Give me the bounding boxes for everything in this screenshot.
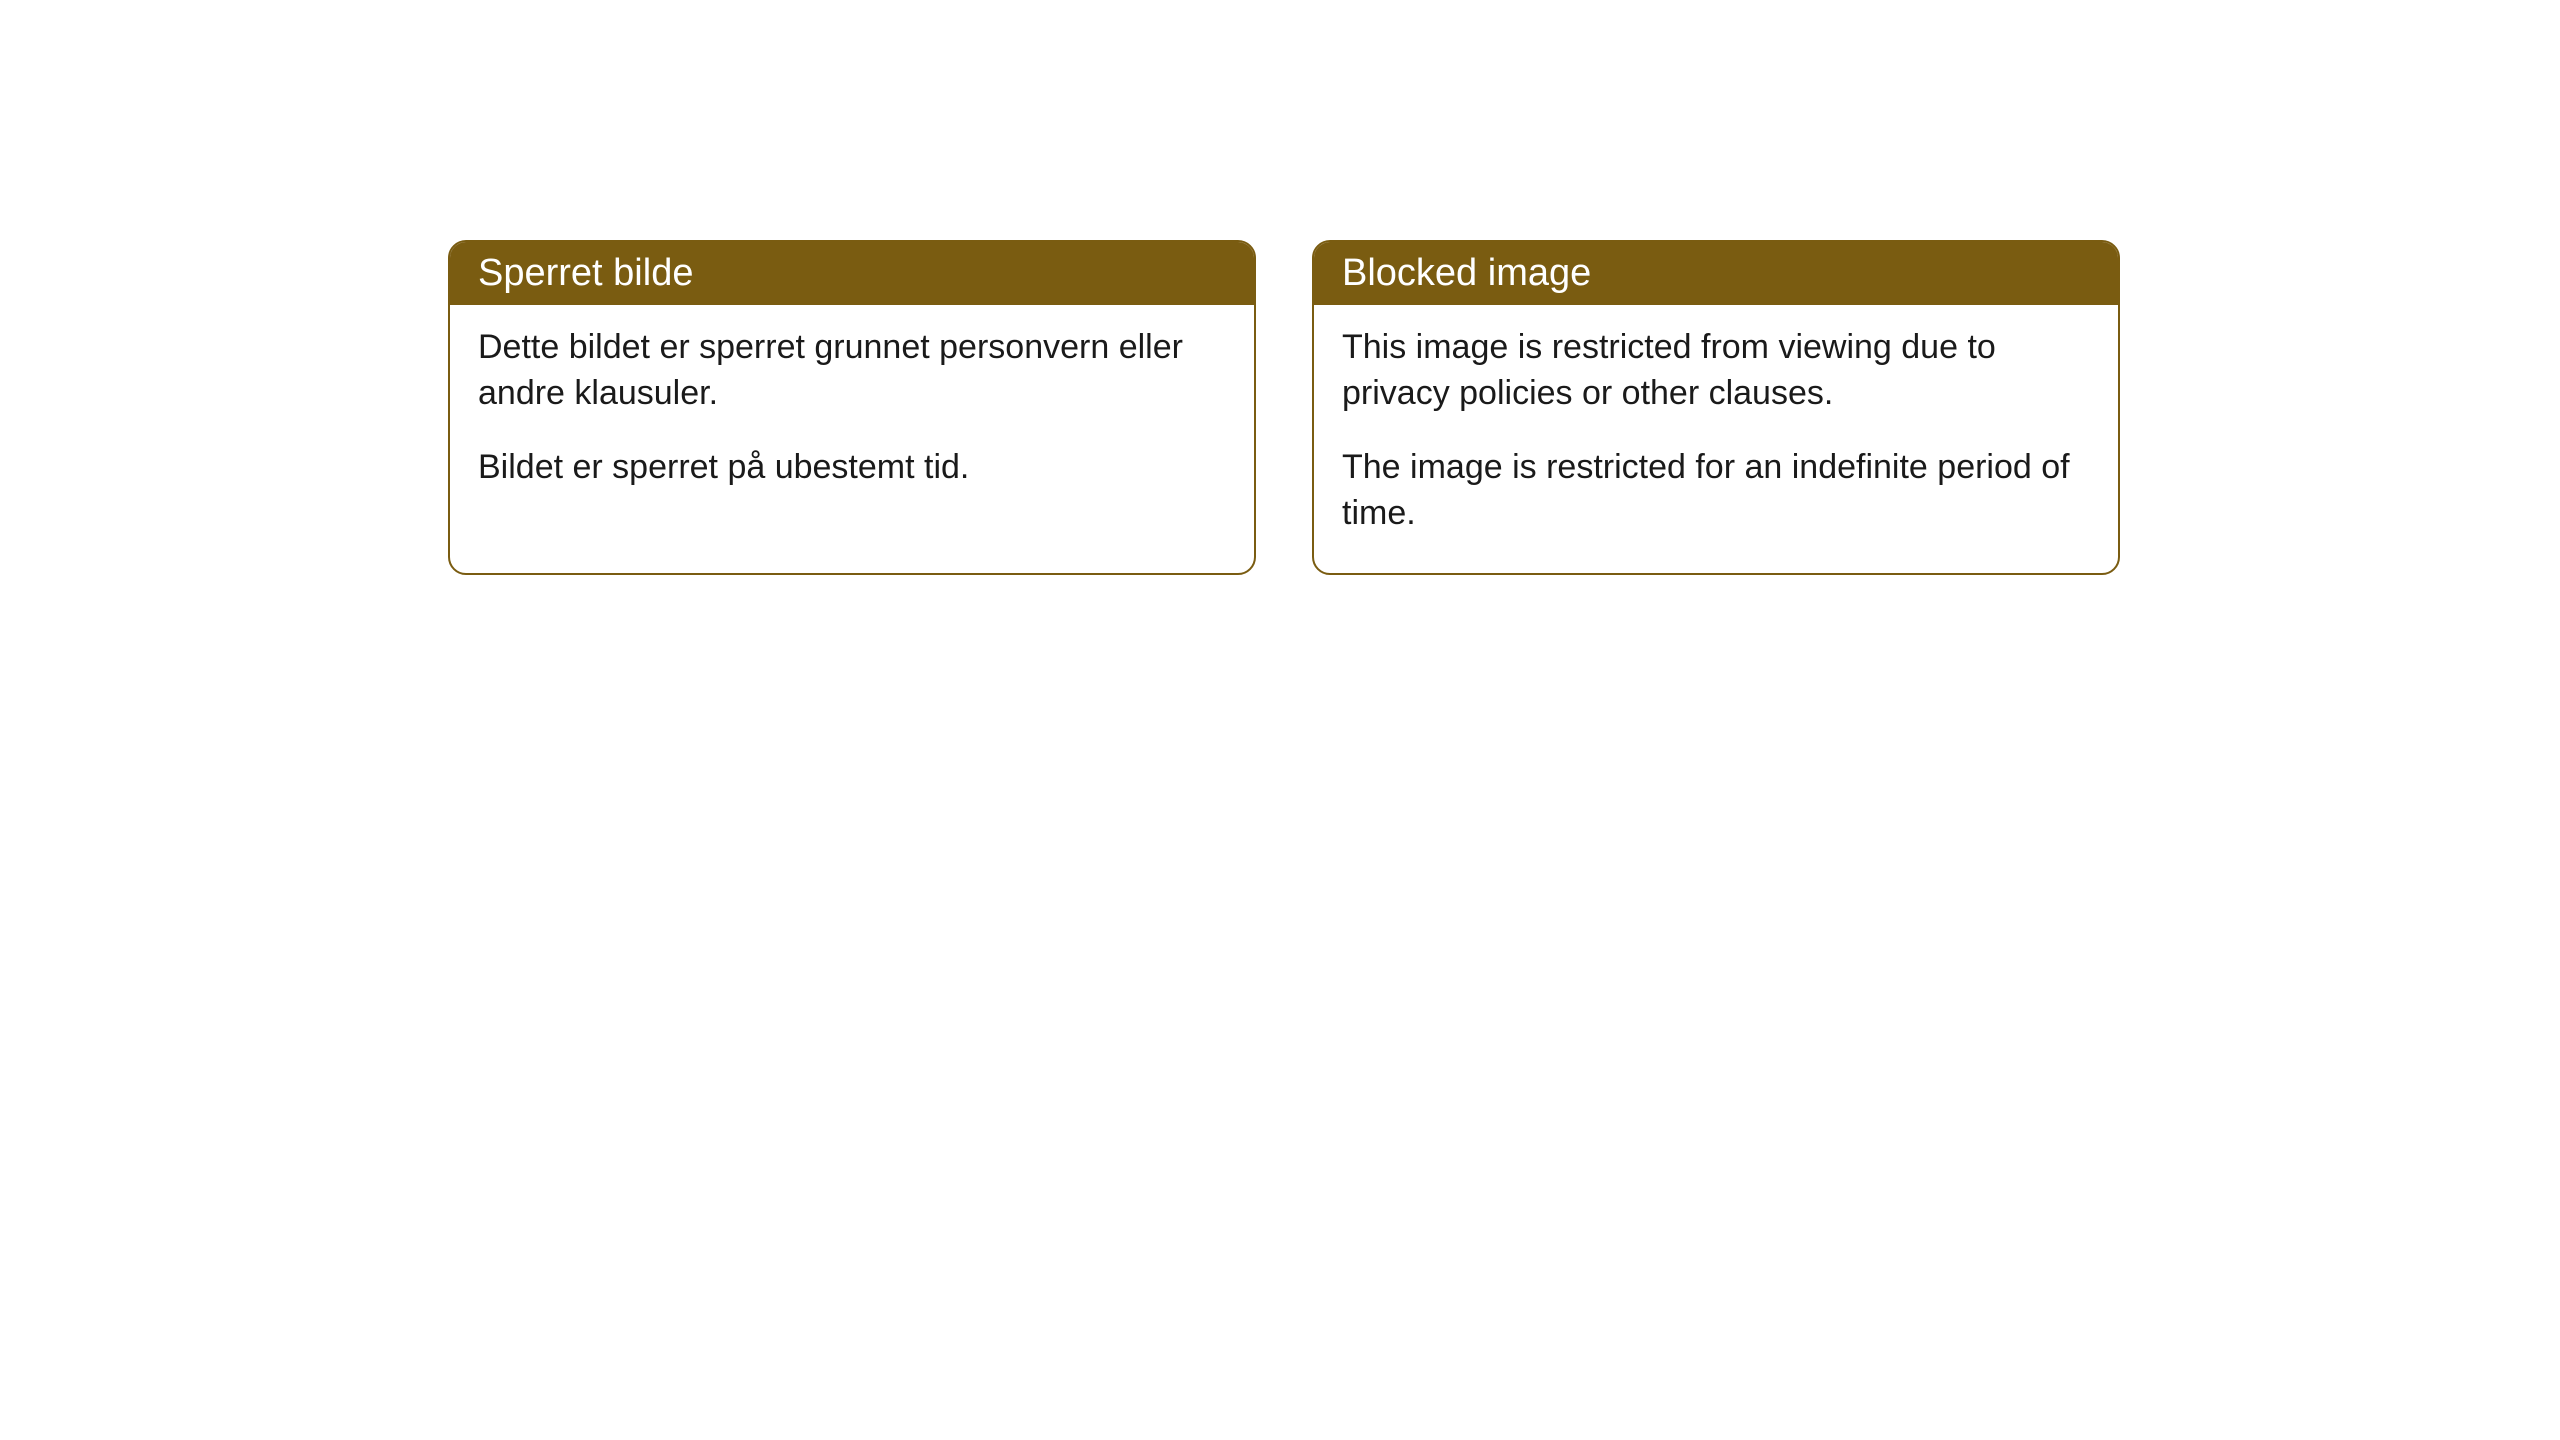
blocked-image-card-norwegian: Sperret bilde Dette bildet er sperret gr… xyxy=(448,240,1256,575)
card-title: Sperret bilde xyxy=(478,252,693,294)
card-header: Sperret bilde xyxy=(450,242,1254,305)
card-paragraph: This image is restricted from viewing du… xyxy=(1342,325,2090,417)
card-paragraph: Dette bildet er sperret grunnet personve… xyxy=(478,325,1226,417)
card-title: Blocked image xyxy=(1342,252,1591,294)
blocked-image-card-english: Blocked image This image is restricted f… xyxy=(1312,240,2120,575)
notice-cards-container: Sperret bilde Dette bildet er sperret gr… xyxy=(448,240,2120,575)
card-body: This image is restricted from viewing du… xyxy=(1314,305,2118,573)
card-body: Dette bildet er sperret grunnet personve… xyxy=(450,305,1254,527)
card-header: Blocked image xyxy=(1314,242,2118,305)
card-paragraph: The image is restricted for an indefinit… xyxy=(1342,445,2090,537)
card-paragraph: Bildet er sperret på ubestemt tid. xyxy=(478,445,1226,491)
